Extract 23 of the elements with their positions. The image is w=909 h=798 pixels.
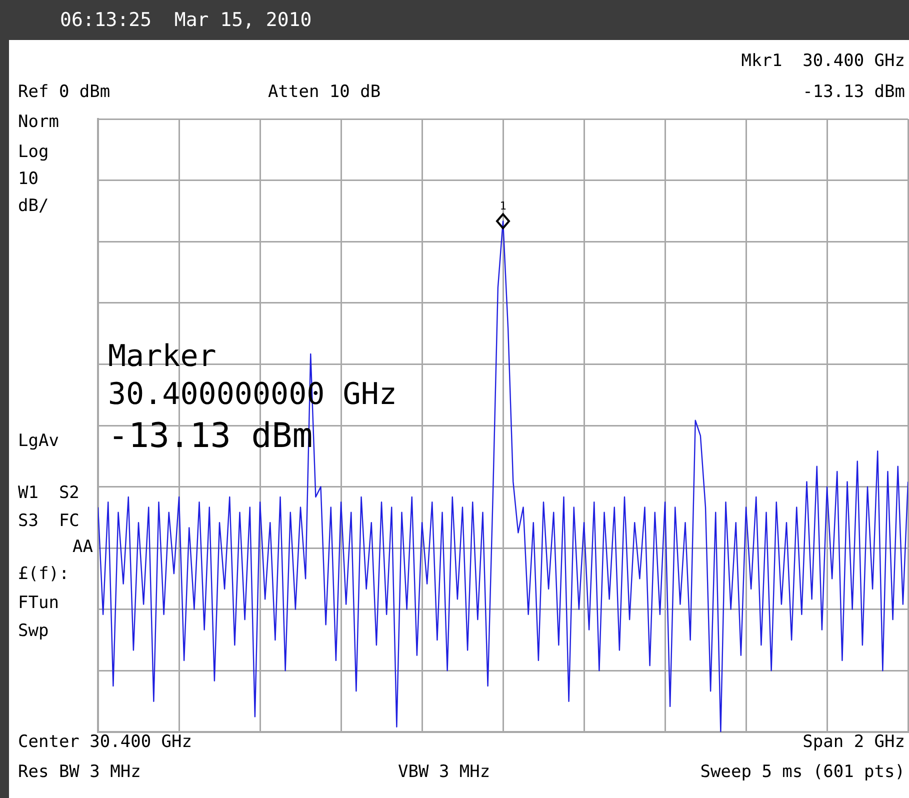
text: Res BW 3 MHz	[18, 762, 141, 782]
text: -13.13 dBm	[802, 82, 905, 102]
text: Atten 10 dB	[268, 82, 381, 102]
text: £(f):	[18, 564, 70, 584]
text: Ref 0 dBm	[18, 82, 110, 102]
text: LgAv	[18, 431, 59, 451]
text: FTun	[18, 593, 59, 613]
annotation: Span 2 GHz	[802, 732, 905, 752]
annotation: Center 30.400 GHz	[18, 732, 192, 752]
text: 10	[18, 169, 38, 189]
text: VBW 3 MHz	[398, 762, 490, 782]
text: dB/	[18, 196, 49, 216]
annotation: Marker	[108, 339, 216, 374]
text: Sweep 5 ms (601 pts)	[700, 762, 905, 782]
text: Mkr1 30.400 GHz	[741, 51, 905, 71]
text: Norm	[18, 112, 59, 132]
text: Swp	[18, 621, 49, 641]
text: S3 FC	[18, 511, 80, 531]
text: AA	[72, 537, 93, 557]
text: Log	[18, 142, 49, 162]
text: 1	[500, 200, 506, 213]
chart-title: 06:13:25 Mar 15, 2010	[60, 9, 312, 31]
text: W1 S2	[18, 483, 80, 503]
